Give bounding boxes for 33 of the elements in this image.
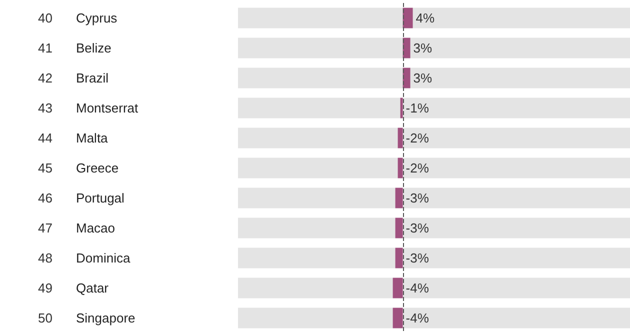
text: 41 <box>38 40 52 56</box>
data-label: -4% <box>406 280 430 296</box>
text: 47 <box>38 220 52 236</box>
data-label: -4% <box>406 310 430 326</box>
data-label: 3% <box>413 70 433 86</box>
y-tick-label: Portugal <box>76 190 125 206</box>
y-tick-label: Greece <box>76 160 119 176</box>
data-label: -3% <box>406 190 430 206</box>
text: 42 <box>38 70 52 86</box>
data-label: -3% <box>406 220 430 236</box>
y-tick-label: Singapore <box>76 310 136 326</box>
y-tick-label: Brazil <box>76 70 109 86</box>
text: 40 <box>38 10 52 26</box>
y-tick-label: Qatar <box>76 280 110 296</box>
data-label: 3% <box>413 40 433 56</box>
data-label: -2% <box>406 130 430 146</box>
y-tick-label: Dominica <box>76 250 131 266</box>
data-label: -2% <box>406 160 430 176</box>
y-tick-label: Belize <box>76 40 112 56</box>
y-tick-label: Cyprus <box>76 10 118 26</box>
text: 50 <box>38 310 52 326</box>
y-tick-label: Montserrat <box>76 100 139 116</box>
text: 49 <box>38 280 52 296</box>
data-label: -3% <box>406 250 430 266</box>
text: 46 <box>38 190 52 206</box>
text: 44 <box>38 130 52 146</box>
data-label: -1% <box>406 100 430 116</box>
data-label: 4% <box>416 10 436 26</box>
y-tick-label: Malta <box>76 130 109 146</box>
text: 48 <box>38 250 52 266</box>
text: 43 <box>38 100 52 116</box>
y-tick-label: Macao <box>76 220 116 236</box>
text: 45 <box>38 160 52 176</box>
